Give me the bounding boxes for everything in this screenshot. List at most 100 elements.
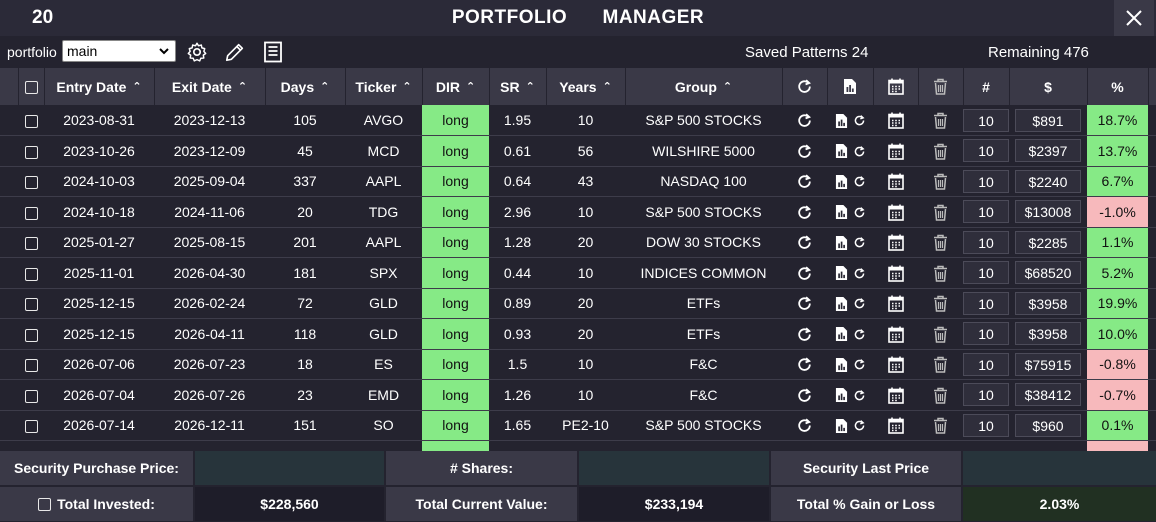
shares-input[interactable]: 10	[963, 383, 1009, 407]
col-shares[interactable]: #	[963, 68, 1010, 105]
table-row[interactable]: 2025-12-15 2026-04-11 118 GLD long 0.93 20 ETFs…	[0, 318, 1156, 350]
table-row[interactable]: 2023-08-31 2023-12-13 105 AVGO long 1.95 10 S&P…	[0, 105, 1156, 136]
chart-row-button[interactable]	[827, 196, 873, 228]
table-row[interactable]: 2024-10-18 2024-11-06 20 TDG long 2.96 10 S&P 5…	[0, 196, 1156, 228]
calendar-row-button[interactable]	[873, 105, 918, 136]
chart-row-button[interactable]	[827, 288, 873, 319]
calendar-row-button[interactable]	[873, 318, 918, 350]
scrollbar-track[interactable]	[1148, 196, 1156, 228]
col-exit-date[interactable]: Exit Date ⌃	[154, 68, 266, 105]
delete-row-button[interactable]	[918, 257, 963, 289]
delete-row-button[interactable]	[918, 227, 963, 258]
chart-row-button[interactable]	[827, 410, 873, 441]
row-checkbox[interactable]	[18, 318, 44, 350]
col-sr[interactable]: SR ⌃	[489, 68, 547, 105]
refresh-row-button[interactable]	[782, 257, 827, 289]
shares-cell[interactable]: 10	[963, 166, 1009, 197]
delete-row-button[interactable]	[918, 379, 963, 411]
chart-row-button[interactable]	[827, 227, 873, 258]
scrollbar-track[interactable]	[1148, 410, 1156, 441]
scrollbar-track[interactable]	[1148, 135, 1156, 167]
refresh-row-button[interactable]	[782, 288, 827, 319]
shares-input[interactable]: 10	[963, 291, 1009, 315]
refresh-row-button[interactable]	[782, 379, 827, 411]
row-checkbox[interactable]	[18, 166, 44, 197]
calendar-all-button[interactable]	[873, 68, 919, 105]
table-row[interactable]: 2026-07-04 2026-07-26 23 EMD long 1.26 10 F&C 10…	[0, 379, 1156, 411]
table-row[interactable]: 2026-07-14 2026-12-11 151 SO long 1.65 PE2-10 S…	[0, 410, 1156, 441]
refresh-row-button[interactable]	[782, 105, 827, 136]
row-checkbox[interactable]	[18, 135, 44, 167]
scrollbar-track[interactable]	[1148, 318, 1156, 350]
refresh-row-button[interactable]	[782, 318, 827, 350]
shares-input[interactable]: 10	[963, 230, 1009, 254]
shares-input[interactable]: 10	[963, 352, 1009, 376]
scrollbar-track[interactable]	[1148, 379, 1156, 411]
col-days[interactable]: Days ⌃	[265, 68, 346, 105]
refresh-row-button[interactable]	[782, 135, 827, 167]
chart-row-button[interactable]	[827, 105, 873, 136]
chart-row-button[interactable]	[827, 318, 873, 350]
scrollbar-track[interactable]	[1148, 288, 1156, 319]
calendar-row-button[interactable]	[873, 166, 918, 197]
delete-row-button[interactable]	[918, 349, 963, 380]
scrollbar-track[interactable]	[1148, 349, 1156, 380]
shares-cell[interactable]: 10	[963, 257, 1009, 289]
row-checkbox[interactable]	[18, 410, 44, 441]
row-checkbox[interactable]	[18, 288, 44, 319]
table-row[interactable]: 2026-07-06 2026-07-23 18 ES long 1.5 10 F&C 10 $7…	[0, 349, 1156, 380]
chart-row-button[interactable]	[827, 135, 873, 167]
col-entry-date[interactable]: Entry Date ⌃	[44, 68, 155, 105]
last-price-input[interactable]	[963, 451, 1156, 485]
chart-row-button[interactable]	[827, 349, 873, 380]
shares-cell[interactable]: 10	[963, 318, 1009, 350]
refresh-row-button[interactable]	[782, 410, 827, 441]
delete-row-button[interactable]	[918, 410, 963, 441]
col-dir[interactable]: DIR ⌃	[422, 68, 490, 105]
row-checkbox[interactable]	[18, 227, 44, 258]
col-amount[interactable]: $	[1009, 68, 1088, 105]
shares-input[interactable]: 10	[963, 413, 1009, 437]
delete-row-button[interactable]	[918, 196, 963, 228]
shares-input[interactable]: 10	[963, 108, 1009, 132]
shares-cell[interactable]: 10	[963, 379, 1009, 411]
shares-cell[interactable]: 10	[963, 227, 1009, 258]
shares-input[interactable]: 10	[963, 322, 1009, 346]
refresh-all-button[interactable]	[782, 68, 828, 105]
shares-input[interactable]: 10	[963, 139, 1009, 163]
shares-cell[interactable]: 10	[963, 105, 1009, 136]
calendar-row-button[interactable]	[873, 379, 918, 411]
row-checkbox[interactable]	[18, 349, 44, 380]
delete-all-button[interactable]	[918, 68, 964, 105]
refresh-row-button[interactable]	[782, 196, 827, 228]
delete-row-button[interactable]	[918, 288, 963, 319]
purchase-price-input[interactable]	[195, 451, 384, 485]
chart-row-button[interactable]	[827, 257, 873, 289]
shares-input[interactable]: 10	[963, 200, 1009, 224]
delete-row-button[interactable]	[918, 135, 963, 167]
calendar-row-button[interactable]	[873, 410, 918, 441]
portfolio-select[interactable]: main	[62, 40, 176, 62]
delete-row-button[interactable]	[918, 318, 963, 350]
calendar-row-button[interactable]	[873, 257, 918, 289]
shares-cell[interactable]: 10	[963, 288, 1009, 319]
col-group[interactable]: Group ⌃	[625, 68, 783, 105]
total-invested-checkbox[interactable]	[38, 497, 52, 511]
shares-cell[interactable]: 10	[963, 135, 1009, 167]
col-ticker[interactable]: Ticker ⌃	[345, 68, 423, 105]
report-button[interactable]	[261, 40, 285, 64]
shares-input[interactable]: 10	[963, 169, 1009, 193]
shares-cell[interactable]: 10	[963, 349, 1009, 380]
delete-row-button[interactable]	[918, 105, 963, 136]
chart-all-button[interactable]	[827, 68, 874, 105]
select-all-checkbox[interactable]	[18, 68, 45, 105]
close-button[interactable]	[1114, 0, 1154, 36]
calendar-row-button[interactable]	[873, 349, 918, 380]
scrollbar-track[interactable]	[1148, 257, 1156, 289]
shares-input[interactable]	[579, 451, 769, 485]
calendar-row-button[interactable]	[873, 227, 918, 258]
refresh-row-button[interactable]	[782, 166, 827, 197]
scrollbar-track[interactable]	[1148, 105, 1156, 136]
calendar-row-button[interactable]	[873, 196, 918, 228]
col-percent[interactable]: %	[1087, 68, 1149, 105]
